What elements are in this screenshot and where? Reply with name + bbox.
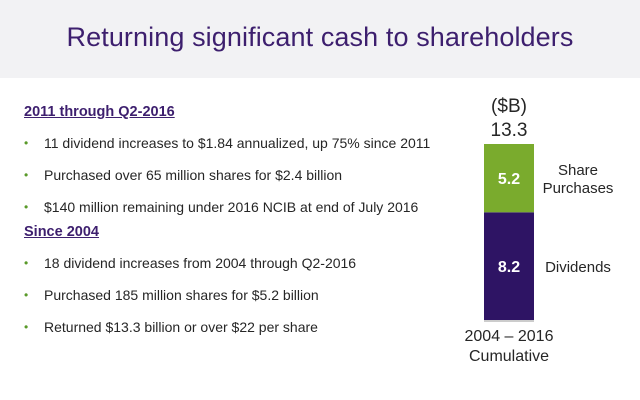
bar-segment-dividends [484,212,534,320]
list-item-text: $140 million remaining under 2016 NCIB a… [44,199,419,215]
series-label: Dividends [545,259,611,276]
section-2004: Since 2004 • 18 dividend increases from … [24,224,454,336]
list-item-text: 11 dividend increases to $1.84 annualize… [44,135,431,151]
bullet-icon: • [24,136,29,150]
list-item-text: 18 dividend increases from 2004 through … [44,255,357,271]
bar-group: 8.2 Dividends 5.2 Share Purchases [484,144,613,320]
list-item-text: Purchased 185 million shares for $5.2 bi… [44,287,319,303]
page-title: Returning significant cash to shareholde… [66,22,574,52]
category-label: Cumulative [469,348,549,365]
bullet-panel: 2011 through Q2-2016 • 11 dividend incre… [24,104,454,350]
list-item: • Purchased over 65 million shares for $… [24,166,454,184]
bar-segment-share-purchases [484,144,534,213]
chart-total-label: 13.3 [491,120,528,141]
data-label: 5.2 [498,171,520,188]
list-item: • Purchased 185 million shares for $5.2 … [24,286,454,304]
series-label: Share Purchases [543,162,614,197]
list-item: • Returned $13.3 billion or over $22 per… [24,318,454,336]
bullet-icon: • [24,256,29,270]
chart-unit-label: ($B) [491,96,527,117]
bullet-icon: • [24,288,29,302]
header-band: Returning significant cash to shareholde… [0,0,640,78]
section-heading: 2011 through Q2-2016 [24,104,175,120]
bullet-icon: • [24,320,29,334]
section-2011: 2011 through Q2-2016 • 11 dividend incre… [24,104,454,216]
bullet-icon: • [24,168,29,182]
list-item-text: Purchased over 65 million shares for $2.… [44,167,343,183]
list-item-text: Returned $13.3 billion or over $22 per s… [44,319,318,335]
list-item: • 11 dividend increases to $1.84 annuali… [24,134,454,152]
section-heading: Since 2004 [24,224,99,240]
list-item: • 18 dividend increases from 2004 throug… [24,254,454,272]
bullet-icon: • [24,200,29,214]
category-label: 2004 – 2016 [465,328,554,345]
data-label: 8.2 [498,259,520,276]
list-item: • $140 million remaining under 2016 NCIB… [24,198,454,216]
